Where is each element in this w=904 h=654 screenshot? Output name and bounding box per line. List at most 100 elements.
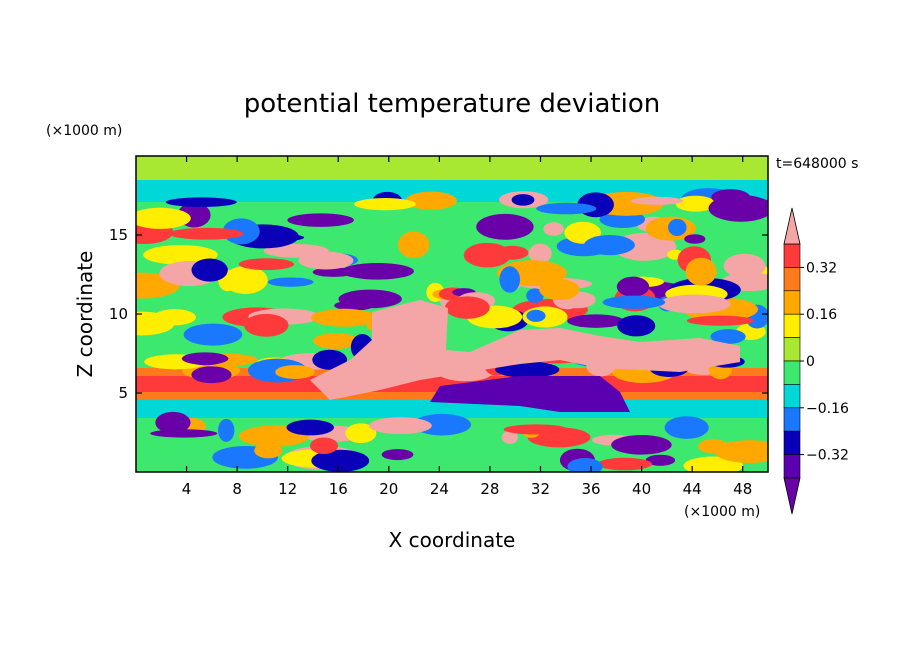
field-blob: [645, 454, 676, 466]
field-blob: [501, 430, 519, 444]
x-tick-label: 16: [329, 480, 348, 498]
x-tick-label: 4: [182, 480, 192, 498]
field-blob: [312, 267, 355, 277]
field-blob: [287, 213, 354, 227]
field-blob: [630, 196, 684, 205]
field-blob: [658, 294, 731, 314]
field-blob: [243, 313, 289, 337]
field-blob: [616, 276, 650, 297]
field-blob: [298, 251, 354, 270]
field-pink-mass: [310, 300, 740, 400]
x-unit-label: (×1000 m): [684, 504, 760, 520]
field-blob: [267, 277, 314, 287]
x-tick-label: 32: [531, 480, 550, 498]
field-blob: [567, 314, 625, 328]
colorbar-label: 0.16: [806, 307, 837, 323]
field-blob: [369, 417, 432, 435]
field-blob: [526, 309, 546, 322]
field-blob: [444, 296, 490, 319]
colorbar: 0.32 0.16 0 −0.16 −0.32: [783, 207, 849, 515]
colorbar-label: 0: [806, 354, 815, 370]
colorbar-segment: [783, 407, 801, 432]
field-blob: [539, 279, 580, 301]
field-blob: [667, 218, 687, 237]
y-axis-label: Z coordinate: [73, 251, 97, 378]
field-blob: [341, 262, 414, 280]
field-blob: [354, 198, 416, 211]
field-blob: [503, 424, 569, 435]
field-blob: [183, 323, 243, 346]
field-blob: [181, 352, 229, 365]
field-blob: [675, 195, 716, 212]
field-blob: [526, 288, 544, 303]
field-blob: [143, 245, 218, 265]
field-blob: [191, 258, 228, 282]
x-tick-label: 44: [683, 480, 702, 498]
x-tick-label: 40: [632, 480, 651, 498]
field-blob: [309, 437, 338, 454]
colorbar-segment: [783, 360, 801, 385]
y-tick-label: 10: [109, 305, 128, 323]
field-blob: [528, 243, 552, 264]
field-blob: [311, 449, 370, 472]
field-blob: [405, 191, 457, 210]
x-tick-label: 20: [379, 480, 398, 498]
colorbar-segment: [783, 384, 801, 409]
x-axis-ticks: 4 8 12 16 20 24 28 32 36 40 44 48: [182, 156, 752, 498]
colorbar-segment: [783, 243, 801, 268]
x-axis-label: X coordinate: [389, 528, 516, 552]
field-blob: [495, 361, 560, 378]
colorbar-segment: [783, 454, 801, 479]
x-tick-label: 48: [733, 480, 752, 498]
field-blob: [397, 231, 430, 259]
field-blob: [238, 258, 295, 271]
field-blob: [567, 458, 603, 472]
field-blob: [698, 439, 729, 454]
field-blob: [275, 365, 315, 379]
field-blob: [597, 457, 652, 471]
field-blob: [463, 242, 511, 268]
field-blob: [543, 222, 564, 236]
plot-field: [136, 156, 768, 472]
field-blob: [338, 289, 402, 309]
field-band-top: [136, 156, 768, 184]
field-blob: [723, 253, 766, 279]
field-blob: [191, 366, 232, 384]
field-blob: [311, 308, 377, 327]
colorbar-label: −0.32: [806, 448, 849, 464]
field-blob: [664, 416, 709, 439]
field-blob: [313, 332, 359, 350]
field-blob: [217, 418, 235, 442]
field-blob: [155, 411, 191, 434]
field-blob: [254, 442, 283, 459]
y-unit-label: (×1000 m): [46, 123, 122, 139]
chart-title: potential temperature deviation: [244, 89, 660, 119]
field-blob: [345, 423, 377, 444]
field-blob: [312, 349, 348, 370]
field-blob: [708, 194, 768, 222]
y-tick-label: 15: [109, 226, 128, 244]
field-blob: [686, 315, 754, 326]
y-axis-ticks: 5 10 15: [109, 226, 768, 402]
colorbar-label: 0.32: [806, 260, 837, 276]
colorbar-segment: [783, 290, 801, 315]
colorbar-segment: [783, 430, 801, 455]
field-blob: [381, 449, 414, 461]
x-tick-label: 12: [278, 480, 297, 498]
field-purple-mass: [430, 376, 630, 412]
field-blob: [602, 295, 666, 309]
field-blob: [710, 329, 746, 345]
colorbar-over-arrow: [783, 207, 801, 245]
field-blob: [136, 207, 191, 229]
field-blob: [412, 413, 472, 436]
colorbar-segment: [783, 313, 801, 338]
field-blob: [169, 227, 244, 240]
field-blob: [611, 435, 672, 455]
x-tick-label: 8: [232, 480, 242, 498]
field-blob: [153, 309, 196, 326]
field-blob: [685, 257, 717, 286]
field-blob: [286, 419, 335, 436]
field-blob: [511, 194, 535, 206]
field-blob: [536, 202, 597, 215]
